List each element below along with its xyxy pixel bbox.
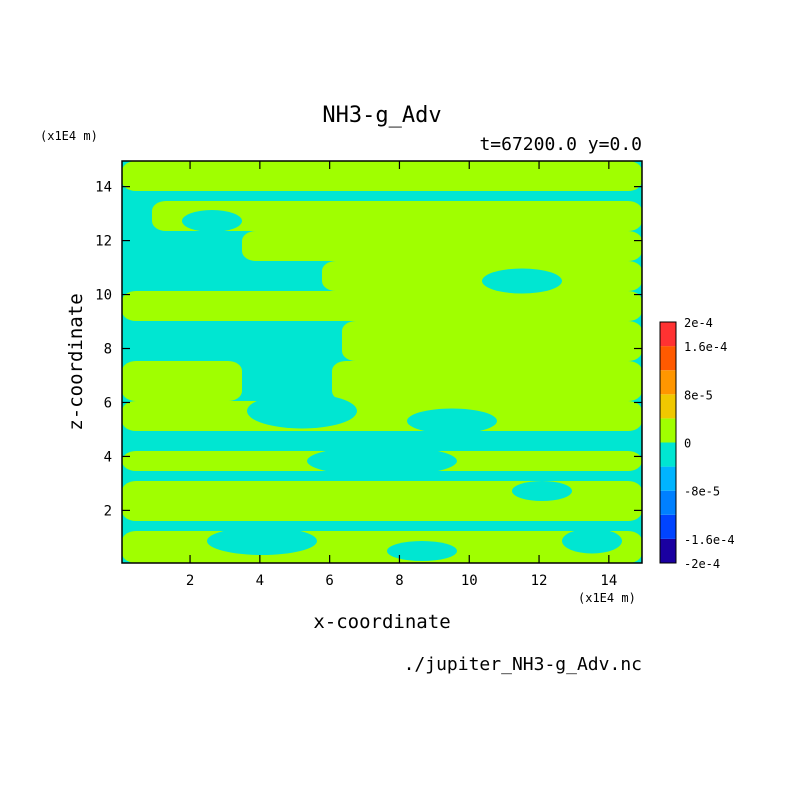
negative-region xyxy=(562,528,622,554)
y-tick-label: 12 xyxy=(95,234,112,250)
chart-subtitle: t=67200.0 y=0.0 xyxy=(479,134,642,155)
y-axis-unit: (x1E4 m) xyxy=(40,129,98,143)
x-tick-label: 10 xyxy=(461,573,478,589)
x-tick-label: 8 xyxy=(395,573,403,589)
colorbar: -2e-4 -1.6e-4 -8e-5 0 8e-5 1.6e-4 2e-4 xyxy=(659,316,735,571)
negative-region xyxy=(387,541,457,561)
negative-region xyxy=(247,393,357,429)
x-tick-label: 2 xyxy=(186,573,194,589)
y-tick-label: 4 xyxy=(104,449,112,465)
x-tick-label: 6 xyxy=(325,573,333,589)
colorbar-tick-label: -8e-5 xyxy=(684,485,720,499)
positive-band xyxy=(122,361,242,401)
colorbar-tick-label: 8e-5 xyxy=(684,388,713,402)
colorbar-frame xyxy=(659,321,677,564)
positive-band xyxy=(332,361,642,401)
negative-region xyxy=(512,481,572,501)
colorbar-swatch xyxy=(660,322,676,347)
x-axis-label: x-coordinate xyxy=(313,611,450,633)
plot-area xyxy=(122,161,642,563)
colorbar-tick-label: -2e-4 xyxy=(684,557,720,571)
positive-band xyxy=(242,231,642,261)
x-tick-label: 12 xyxy=(531,573,548,589)
chart-title: NH3-g_Adv xyxy=(322,103,441,128)
negative-region xyxy=(207,527,317,555)
colorbar-tick-label: 2e-4 xyxy=(684,316,713,330)
negative-region xyxy=(182,210,242,232)
y-tick-label: 10 xyxy=(95,288,112,304)
negative-region xyxy=(307,446,457,476)
x-tick-label: 14 xyxy=(600,573,617,589)
positive-band xyxy=(152,201,642,231)
y-tick-label: 8 xyxy=(104,342,112,358)
colorbar-swatch xyxy=(660,370,676,395)
positive-regions xyxy=(122,161,642,563)
colorbar-swatch xyxy=(660,538,676,563)
negative-region xyxy=(407,408,497,434)
colorbar-swatch xyxy=(660,490,676,515)
negative-region xyxy=(482,268,562,294)
x-axis: 2 4 6 8 10 12 14 xyxy=(186,161,617,589)
colorbar-swatch xyxy=(660,418,676,443)
y-axis-label: z-coordinate xyxy=(65,293,87,430)
x-axis-unit: (x1E4 m) xyxy=(578,591,636,605)
positive-band xyxy=(322,261,642,291)
positive-band xyxy=(122,531,642,563)
x-tick-label: 4 xyxy=(256,573,264,589)
positive-band xyxy=(122,161,642,191)
colorbar-tick-label: 1.6e-4 xyxy=(684,340,727,354)
colorbar-swatch xyxy=(660,346,676,371)
y-tick-label: 6 xyxy=(104,395,112,411)
positive-band xyxy=(342,321,642,361)
colorbar-tick-label: 0 xyxy=(684,437,691,451)
y-tick-label: 14 xyxy=(95,180,112,196)
colorbar-swatch xyxy=(660,394,676,419)
colorbar-swatch xyxy=(660,442,676,467)
colorbar-swatch xyxy=(660,514,676,539)
positive-band xyxy=(122,291,642,321)
plot-frame xyxy=(121,160,643,564)
colorbar-swatch xyxy=(660,466,676,491)
source-file-label: ./jupiter_NH3-g_Adv.nc xyxy=(404,654,642,675)
y-axis: 2 4 6 8 10 12 14 xyxy=(95,180,642,519)
positive-band xyxy=(122,401,642,431)
y-tick-label: 2 xyxy=(104,503,112,519)
colorbar-tick-label: -1.6e-4 xyxy=(684,533,735,547)
